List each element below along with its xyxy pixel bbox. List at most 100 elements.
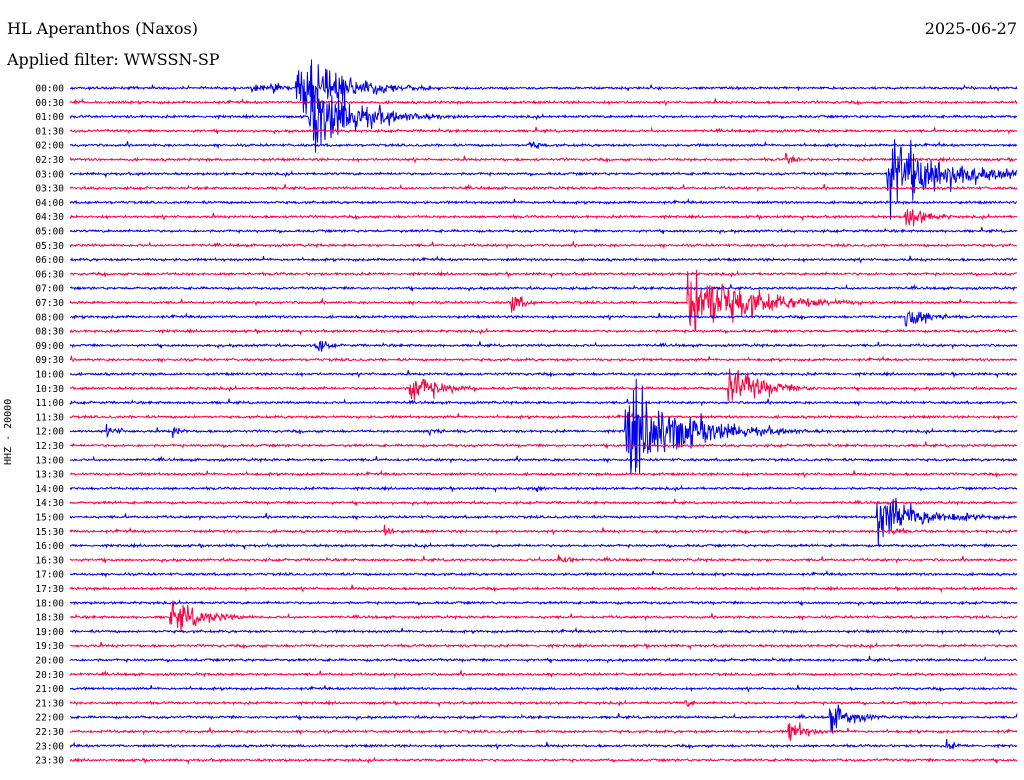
time-tick-label: 20:00 — [35, 656, 64, 667]
time-tick-label: 18:30 — [35, 613, 64, 624]
time-tick-label: 18:00 — [35, 598, 64, 609]
time-tick-label: 21:00 — [35, 684, 64, 695]
time-tick-label: 19:30 — [35, 641, 64, 652]
time-tick-label: 00:30 — [35, 98, 64, 109]
time-tick-label: 10:30 — [35, 384, 64, 395]
seismic-trace — [69, 355, 1017, 364]
seismic-trace — [69, 684, 1017, 693]
seismic-trace — [69, 97, 1018, 107]
seismic-trace — [69, 569, 1018, 579]
time-tick-label: 17:30 — [35, 584, 64, 595]
seismic-trace — [69, 455, 1018, 464]
time-tick-label: 03:00 — [35, 169, 64, 180]
time-tick-label: 23:30 — [35, 756, 64, 767]
date-label: 2025-06-27 — [924, 19, 1017, 38]
time-tick-label: 22:30 — [35, 727, 64, 738]
seismic-trace — [69, 255, 1018, 264]
time-tick-label: 06:30 — [35, 269, 64, 280]
seismic-trace — [69, 183, 1018, 193]
seismic-trace — [69, 283, 1018, 292]
seismic-trace — [69, 441, 1018, 450]
seismic-trace — [69, 327, 1018, 336]
time-tick-label: 14:30 — [35, 498, 64, 509]
time-tick-label: 15:30 — [35, 527, 64, 538]
time-tick-label: 12:30 — [35, 441, 64, 452]
seismic-trace — [69, 704, 1018, 734]
time-tick-label: 08:30 — [35, 327, 64, 338]
time-tick-label: 11:30 — [35, 412, 64, 423]
seismic-trace — [69, 310, 1018, 328]
time-tick-label: 23:00 — [35, 741, 64, 752]
seismic-trace — [69, 368, 1018, 402]
seismic-trace — [69, 756, 1018, 765]
seismic-trace — [69, 641, 1018, 651]
seismic-trace — [69, 270, 1018, 279]
seismic-trace — [69, 599, 1018, 607]
seismic-trace — [69, 498, 1018, 507]
time-tick-label: 13:00 — [35, 455, 64, 466]
time-tick-label: 09:30 — [35, 355, 64, 366]
seismic-trace — [69, 600, 1018, 632]
time-tick-label: 06:00 — [35, 255, 64, 266]
time-tick-label: 22:00 — [35, 713, 64, 724]
time-tick-label: 17:00 — [35, 570, 64, 581]
time-tick-label: 16:30 — [35, 555, 64, 566]
time-tick-label: 21:30 — [35, 698, 64, 709]
seismic-trace — [69, 226, 1018, 235]
seismic-trace — [69, 498, 1018, 547]
time-tick-label: 12:00 — [35, 427, 64, 438]
time-tick-label: 20:30 — [35, 670, 64, 681]
time-tick-label: 10:00 — [35, 370, 64, 381]
seismic-trace — [69, 584, 1018, 594]
time-tick-label: 00:00 — [35, 84, 64, 95]
seismic-trace — [69, 269, 1018, 332]
seismic-trace — [69, 524, 1018, 537]
seismic-trace — [69, 139, 1018, 220]
time-tick-label: 16:00 — [35, 541, 64, 552]
seismic-trace — [69, 541, 1017, 551]
seismic-trace — [69, 197, 1018, 206]
time-tick-label: 01:30 — [35, 126, 64, 137]
seismic-trace — [69, 626, 1018, 636]
seismic-trace — [69, 64, 1018, 115]
time-tick-label: 03:30 — [35, 184, 64, 195]
seismic-trace — [69, 738, 1018, 750]
filter-label: Applied filter: WWSSN-SP — [7, 50, 220, 69]
time-tick-label: 02:00 — [35, 141, 64, 152]
time-tick-label: 13:30 — [35, 470, 64, 481]
time-tick-label: 04:00 — [35, 198, 64, 209]
time-tick-label: 19:00 — [35, 627, 64, 638]
time-tick-label: 14:00 — [35, 484, 64, 495]
seismic-trace — [69, 655, 1018, 664]
seismic-trace — [69, 370, 1018, 379]
time-tick-label: 11:00 — [35, 398, 64, 409]
seismic-trace — [69, 412, 1018, 421]
seismic-trace — [69, 209, 1018, 227]
seismic-trace — [69, 140, 1018, 150]
seismic-trace — [69, 699, 1018, 708]
seismic-trace — [69, 398, 1018, 407]
seismic-trace — [69, 554, 1018, 564]
seismic-trace — [69, 378, 1018, 475]
time-tick-label: 09:00 — [35, 341, 64, 352]
seismic-trace — [69, 152, 1018, 164]
time-tick-label: 04:30 — [35, 212, 64, 223]
time-tick-label: 15:00 — [35, 513, 64, 524]
time-tick-label: 08:00 — [35, 312, 64, 323]
station-title: HL Aperanthos (Naxos) — [7, 19, 198, 38]
seismic-trace — [69, 722, 1018, 741]
seismic-trace — [69, 340, 1018, 352]
time-tick-label: 02:30 — [35, 155, 64, 166]
time-tick-label: 05:00 — [35, 227, 64, 238]
seismic-trace — [69, 469, 1018, 479]
time-tick-label: 07:00 — [35, 284, 64, 295]
time-tick-label: 05:30 — [35, 241, 64, 252]
time-tick-label: 01:00 — [35, 112, 64, 123]
seismic-trace — [69, 669, 1017, 679]
seismic-trace — [69, 241, 1018, 250]
seismic-trace — [69, 59, 1018, 153]
time-tick-label: 07:30 — [35, 298, 64, 309]
seismic-trace — [69, 484, 1018, 494]
seismic-trace — [70, 126, 1018, 135]
